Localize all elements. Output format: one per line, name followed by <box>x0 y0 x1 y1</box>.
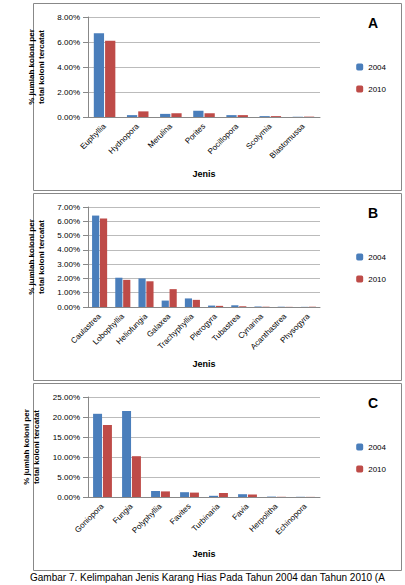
svg-text:total koloni tercatat: total koloni tercatat <box>37 220 46 294</box>
svg-text:Merulina: Merulina <box>146 121 174 149</box>
svg-text:7.00%: 7.00% <box>57 203 80 212</box>
svg-text:25.00%: 25.00% <box>53 393 80 402</box>
svg-text:2.00%: 2.00% <box>57 274 80 283</box>
svg-text:Galaxea: Galaxea <box>145 311 173 340</box>
svg-text:20.00%: 20.00% <box>53 413 80 422</box>
svg-text:% jumlah koloni per: % jumlah koloni per <box>22 409 31 485</box>
svg-text:Porites: Porites <box>183 122 207 146</box>
svg-text:Goniopora: Goniopora <box>73 501 106 534</box>
svg-text:Polyphyllia: Polyphyllia <box>130 501 164 535</box>
svg-text:Jenis: Jenis <box>192 549 215 559</box>
svg-text:Acanthastrea: Acanthastrea <box>249 311 289 351</box>
svg-text:Trachyphyllia: Trachyphyllia <box>156 311 196 351</box>
svg-text:0.00%: 0.00% <box>57 113 80 122</box>
svg-text:15.00%: 15.00% <box>53 433 80 442</box>
svg-text:6.00%: 6.00% <box>57 38 80 47</box>
svg-text:A: A <box>368 15 378 31</box>
svg-text:total koloni tercatat: total koloni tercatat <box>32 410 41 484</box>
svg-text:B: B <box>368 205 378 221</box>
svg-text:3.00%: 3.00% <box>57 260 80 269</box>
svg-text:0.00%: 0.00% <box>57 303 80 312</box>
svg-text:% jumlah koloni per: % jumlah koloni per <box>27 219 36 295</box>
svg-text:2004: 2004 <box>368 63 386 72</box>
svg-text:Echinopora: Echinopora <box>274 501 309 536</box>
svg-text:Blastomussa: Blastomussa <box>268 121 307 160</box>
svg-text:total koloni tercatat: total koloni tercatat <box>37 30 46 104</box>
svg-text:Lobophyllia: Lobophyllia <box>91 311 126 347</box>
svg-text:2010: 2010 <box>368 465 386 474</box>
svg-text:2010: 2010 <box>368 85 386 94</box>
svg-text:Jenis: Jenis <box>192 359 215 369</box>
svg-text:Physogyra: Physogyra <box>279 311 312 344</box>
svg-text:Favia: Favia <box>231 501 252 522</box>
svg-text:Tubastrea: Tubastrea <box>210 311 242 343</box>
svg-text:C: C <box>368 395 378 411</box>
svg-text:10.00%: 10.00% <box>53 453 80 462</box>
svg-text:2004: 2004 <box>368 253 386 262</box>
svg-text:Jenis: Jenis <box>192 169 215 179</box>
svg-text:4.00%: 4.00% <box>57 63 80 72</box>
svg-text:% jumlah koloni per: % jumlah koloni per <box>27 29 36 105</box>
svg-text:8.00%: 8.00% <box>57 13 80 22</box>
svg-text:1.00%: 1.00% <box>57 288 80 297</box>
svg-text:4.00%: 4.00% <box>57 245 80 254</box>
svg-text:2.00%: 2.00% <box>57 88 80 97</box>
svg-text:5.00%: 5.00% <box>57 231 80 240</box>
svg-text:Caulastrea: Caulastrea <box>69 311 103 346</box>
svg-text:Pocillopora: Pocillopora <box>206 121 241 156</box>
svg-text:Favites: Favites <box>168 502 193 527</box>
svg-text:2004: 2004 <box>368 443 386 452</box>
svg-text:6.00%: 6.00% <box>57 217 80 226</box>
svg-text:Hydnopora: Hydnopora <box>107 121 141 155</box>
svg-text:Scolymia: Scolymia <box>244 121 274 151</box>
svg-text:5.00%: 5.00% <box>57 473 80 482</box>
svg-text:0.00%: 0.00% <box>57 493 80 502</box>
svg-text:2010: 2010 <box>368 275 386 284</box>
svg-text:Gambar 7. Kelimpahan Jenis Kar: Gambar 7. Kelimpahan Jenis Karang Hias P… <box>30 572 385 583</box>
svg-text:Euphyllia: Euphyllia <box>78 121 108 151</box>
svg-text:Plerogyra: Plerogyra <box>188 311 219 343</box>
svg-text:Cynarina: Cynarina <box>236 311 266 341</box>
svg-text:Herpolitha: Herpolitha <box>247 501 280 534</box>
svg-text:Heliofungia: Heliofungia <box>115 311 150 346</box>
svg-text:Turbinaria: Turbinaria <box>190 501 222 533</box>
svg-text:Fungia: Fungia <box>111 501 135 525</box>
